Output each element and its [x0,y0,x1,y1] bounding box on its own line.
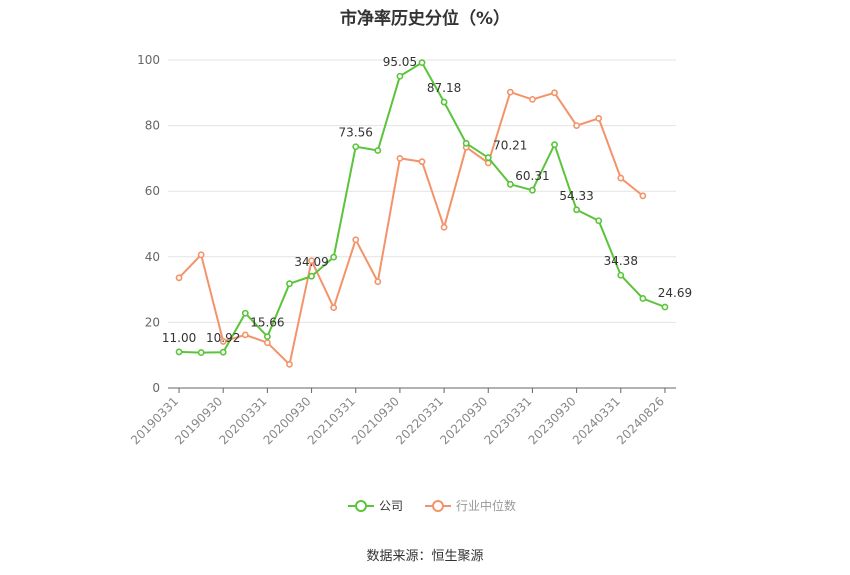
data-point [219,348,227,356]
data-point [506,180,514,188]
chart-title: 市净率历史分位（%） [339,9,511,29]
data-label: 24.69 [658,286,692,300]
legend: 公司 行业中位数 [348,498,516,513]
legend-label: 公司 [379,499,403,513]
data-point [286,280,293,288]
data-point [241,331,249,339]
data-point [551,141,558,149]
data-point [529,95,536,103]
data-point [308,272,315,280]
data-point [418,59,426,67]
data-point [529,186,536,194]
data-label: 34.38 [604,254,638,268]
data-point [595,114,603,122]
data-point [352,143,360,151]
data-point [639,192,647,200]
data-point [263,339,271,347]
data-label: 95.05 [383,55,417,69]
legend-marker [355,500,367,512]
data-point [551,89,558,97]
legend-marker [432,500,444,512]
data-point [308,257,315,265]
series-line [178,90,644,367]
data-point [330,304,338,312]
grid-layer [168,59,676,323]
data-point [506,88,514,96]
series-layer [175,59,669,368]
data-point [462,139,470,147]
data-point [573,206,581,214]
data-label: 54.33 [559,189,593,203]
y-tick-label: 100 [137,53,160,67]
y-tick-label: 60 [145,184,160,198]
y-tick-label: 20 [145,315,160,329]
data-point [197,251,205,259]
data-point [573,122,581,129]
data-point [175,348,183,356]
source-note: 数据来源：恒生聚源 [366,549,484,564]
data-point [440,223,448,231]
data-point [639,295,647,302]
y-tick-label: 0 [152,381,160,395]
data-point [595,217,603,225]
data-label: 60.31 [515,169,549,183]
data-label: 87.18 [427,81,461,95]
data-label: 15.66 [250,316,284,330]
data-label: 34.09 [294,255,328,269]
y-tick-label: 40 [145,250,160,264]
data-point [219,338,227,345]
data-point [484,154,492,162]
label-layer: 11.00 10.92 15.66 34.09 73.56 95.05 87.18 70.21… [162,55,692,345]
data-point [241,309,249,317]
data-label: 73.56 [339,126,373,140]
data-point [330,253,338,261]
data-label: 70.21 [493,139,527,153]
axis-layer: 0204060801002019033120190930202003312020… [128,53,676,447]
y-tick-label: 80 [145,119,160,133]
data-point [396,154,404,162]
data-label: 10.92 [206,331,240,345]
data-point [197,349,205,356]
data-point [396,72,404,80]
data-point [661,303,669,311]
legend-label: 行业中位数 [456,498,516,513]
data-point [352,236,360,244]
data-point [440,98,448,106]
data-point [263,333,271,341]
series-line [178,61,666,354]
data-point [617,271,625,279]
data-point [617,174,625,182]
data-point [175,274,183,282]
data-point [374,147,382,154]
data-point [418,158,426,166]
data-point [286,360,293,368]
data-point [374,278,382,286]
x-tick-label: 20240826 [614,394,667,447]
data-label: 11.00 [162,331,196,345]
